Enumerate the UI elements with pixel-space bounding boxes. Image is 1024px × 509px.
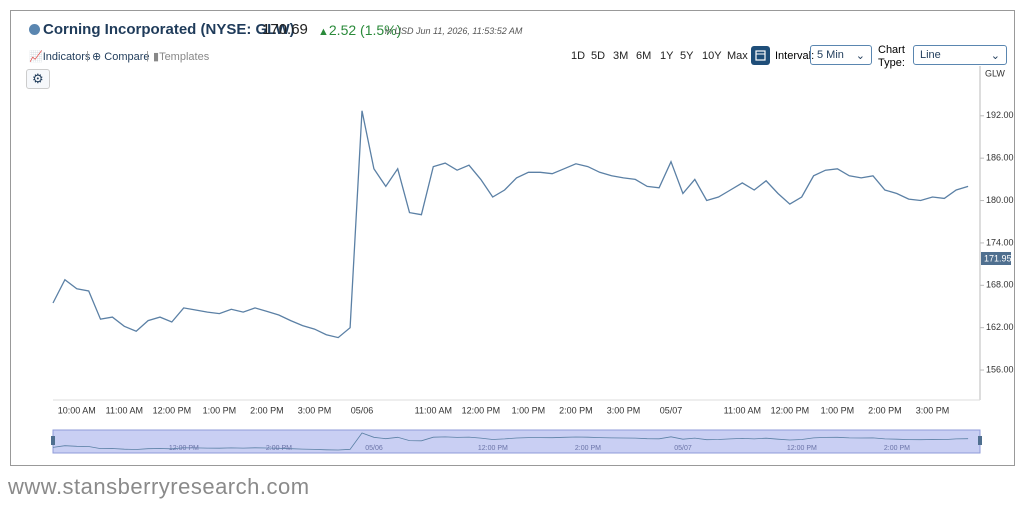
navigator-label: 05/07	[674, 445, 692, 452]
price-change: ▲2.52 (1.5%)	[318, 22, 402, 38]
interval-value: 5 Min	[817, 49, 844, 61]
navigator-label: 2:00 PM	[884, 445, 910, 452]
navigator-handle[interactable]	[51, 436, 55, 445]
chart-type-select[interactable]: Line ⌄	[913, 45, 1007, 65]
navigator-label: 05/06	[365, 445, 383, 452]
x-tick-label: 3:00 PM	[916, 405, 950, 415]
current-tag-box	[981, 252, 1011, 265]
x-tick-label: 10:00 AM	[58, 405, 96, 415]
indicators-button[interactable]: 📈Indicators	[29, 51, 91, 63]
calendar-button[interactable]	[751, 46, 770, 65]
y-tick-label: 162.00	[986, 322, 1014, 332]
range-button[interactable]: 6M	[636, 50, 652, 62]
current-tag-label: 171.95	[984, 253, 1012, 263]
change-text: 2.52 (1.5%)	[328, 22, 402, 38]
range-button[interactable]: 5D	[591, 50, 606, 62]
x-tick-label: 11:00 AM	[106, 405, 143, 415]
x-tick-label: 2:00 PM	[250, 405, 284, 415]
stock-title: Corning Incorporated (NYSE: GLW)	[43, 21, 295, 38]
range-button[interactable]: 1D	[571, 50, 586, 62]
chart-frame	[10, 10, 1015, 466]
x-tick-label: 12:00 PM	[462, 405, 501, 415]
indicators-text: Indicators	[42, 51, 91, 63]
range-button[interactable]: Max	[727, 50, 748, 62]
navigator-label: 12:00 PM	[169, 445, 199, 452]
navigator-label: 2:00 PM	[575, 445, 601, 452]
x-tick-label: 2:00 PM	[868, 405, 902, 415]
x-tick-label: 3:00 PM	[298, 405, 332, 415]
templates-button[interactable]: ▮Templates	[153, 51, 210, 63]
x-tick-label: 2:00 PM	[559, 405, 593, 415]
price: 170.69	[262, 21, 308, 38]
price-line	[52, 110, 969, 339]
navigator-label: 12:00 PM	[787, 445, 817, 452]
navigator-handle[interactable]	[978, 436, 982, 445]
quote-meta: in USD Jun 11, 2026, 11:53:52 AM	[385, 26, 523, 36]
navigator-label: 2:00 PM	[266, 445, 292, 452]
chart-type-value: Line	[920, 49, 941, 61]
range-button[interactable]: 3M	[613, 50, 629, 62]
navigator-label: 12:00 PM	[478, 445, 508, 452]
x-tick-label: 12:00 PM	[153, 405, 192, 415]
range-button[interactable]: 5Y	[680, 50, 694, 62]
y-tick-label: 192.00	[986, 110, 1014, 120]
range-button[interactable]: 1Y	[660, 50, 674, 62]
sep: |	[146, 50, 149, 62]
interval-label: Interval:	[775, 50, 815, 62]
x-tick-label: 11:00 AM	[415, 405, 452, 415]
footer: www.stansberryresearch.com	[8, 474, 310, 499]
chart: GLW 156.00 162.00 168.00 174.00 180.00 186.00 1…	[51, 66, 1014, 454]
settings-button[interactable]: ⚙	[26, 69, 50, 89]
compare-text: Compare	[104, 51, 150, 63]
chart-type-label: Chart Type:	[878, 44, 905, 69]
y-tick-label: 168.00	[986, 280, 1014, 290]
y-axis-label: GLW	[985, 68, 1005, 78]
y-tick-label: 174.00	[986, 237, 1014, 247]
x-tick-label: 12:00 PM	[771, 405, 810, 415]
y-tick-label: 186.00	[986, 153, 1014, 163]
x-tick-label: 05/06	[351, 405, 374, 415]
symbol-dot	[29, 24, 40, 35]
interval-select[interactable]: 5 Min ⌄	[810, 45, 872, 65]
x-tick-label: 11:00 AM	[724, 405, 761, 415]
y-tick-label: 156.00	[986, 364, 1014, 374]
sep: |	[86, 50, 89, 62]
current-tag: 171.95	[981, 252, 1012, 265]
x-tick-label: 1:00 PM	[821, 405, 855, 415]
x-tick-label: 3:00 PM	[607, 405, 641, 415]
calendar-icon	[755, 50, 766, 61]
templates-text: Templates	[159, 51, 210, 63]
x-tick-label: 1:00 PM	[203, 405, 237, 415]
range-button[interactable]: 10Y	[702, 50, 722, 62]
compare-button[interactable]: ⊕ Compare	[92, 51, 150, 63]
x-tick-label: 1:00 PM	[512, 405, 546, 415]
navigator-line	[52, 432, 969, 451]
y-tick-label: 180.00	[986, 195, 1014, 205]
x-tick-label: 05/07	[660, 405, 683, 415]
